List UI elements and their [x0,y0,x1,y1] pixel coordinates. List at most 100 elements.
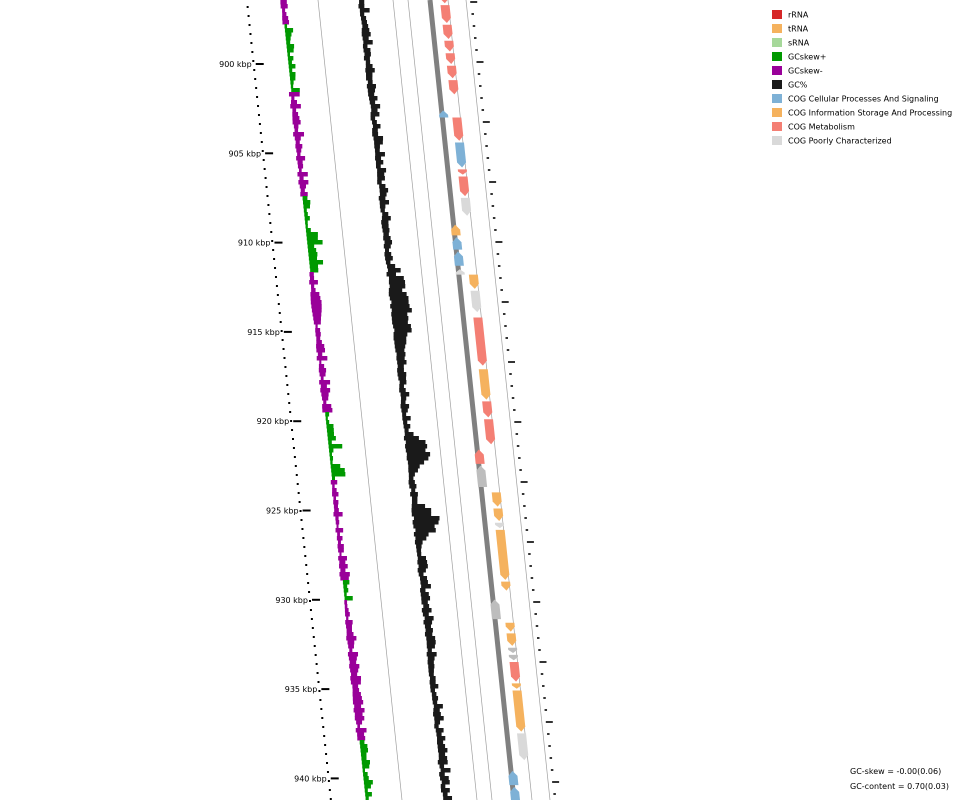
gc-skew-positive-bar [303,200,311,205]
gc-skew-negative-bar [353,708,365,713]
axis-dot [307,582,310,584]
gc-content-bar [440,776,449,781]
axis-dot [303,546,306,548]
gene-feature-36 [509,661,521,682]
gc-content-bar [418,564,428,569]
axis-dot [291,429,294,431]
gc-skew-positive-bar [289,68,293,73]
gc-skew-positive-bar [326,420,330,425]
gc-content-bar [417,560,428,565]
gc-content-bar [377,168,387,173]
gc-skew-negative-bar [313,316,322,321]
gc-skew-negative-bar [346,628,352,633]
gc-content-bar [362,24,369,29]
gc-content-bar [437,744,446,749]
gene-feature-31 [490,599,502,620]
gc-content-bar [380,208,385,213]
gc-skew-negative-bar [355,728,367,733]
gc-content-bar [387,268,401,273]
gc-skew-positive-bar [289,72,296,77]
gc-content-bar [439,772,445,777]
gc-content-bar [403,424,411,429]
gc-skew-positive-bar [287,56,294,61]
axis-dot [259,132,262,134]
gc-skew-negative-bar [282,20,290,25]
axis-dot [274,276,277,278]
gc-content-bar [360,12,365,17]
gc-content-bar [411,500,418,505]
legend-swatch [772,52,782,61]
axis-dot [252,60,255,62]
axis-dot [287,393,290,395]
gc-content-bar [433,712,441,717]
gc-content-bar [420,588,426,593]
axis-tick-label: 930 kbp [275,596,308,605]
gc-content-bar [440,784,446,789]
gc-skew-negative-bar [334,508,339,513]
gene-feature-26 [491,492,502,507]
gc-skew-negative-bar [318,364,325,369]
gc-content-bar [367,80,373,85]
axis-dot [288,402,291,404]
gc-content-stat: GC-content = 0.70(0.03) [850,782,949,791]
gc-skew-negative-bar [345,620,353,625]
guide-line-2 [407,0,493,800]
gc-content-bar [372,120,377,125]
axis-dot [315,663,318,665]
gc-content-bar [388,292,407,297]
gc-content-bar [408,476,414,481]
axis-dot [324,744,327,746]
axis-dot [328,789,331,791]
legend-swatch [772,38,782,47]
gene-feature-11 [457,169,468,175]
gc-skew-positive-bar [284,24,288,29]
gc-skew-negative-bar [280,4,288,9]
gc-skew-negative-bar [322,404,332,409]
gc-skew-negative-bar [354,716,365,721]
gc-content-bar [422,612,429,617]
gc-content-bar [363,48,371,53]
gc-skew-positive-bar [364,784,371,789]
gc-skew-positive-bar [327,436,336,441]
axis-dot [289,411,292,413]
gc-content-bar [428,664,435,669]
gc-content-bar [370,116,376,121]
gene-feature-33 [506,633,517,646]
axis-dot [291,438,294,440]
gene-feature-21 [478,369,491,400]
gc-skew-negative-bar [295,140,300,145]
gc-content-bar [432,696,439,701]
gc-skew-stat: GC-skew = -0.00(0.06) [850,767,941,776]
axis-dot [254,78,257,80]
gc-content-bar [391,300,409,305]
gc-content-bar [403,420,408,425]
gene-feature-2 [440,5,451,23]
gc-content-bar [429,680,436,685]
gc-skew-negative-bar [309,280,318,285]
gc-skew-positive-bar [360,748,369,753]
gene-feature-38 [512,690,526,732]
gc-skew-negative-bar [316,348,326,353]
axis-dot [275,285,278,287]
gc-skew-negative-bar [322,408,333,413]
legend-swatch [772,94,782,103]
axis-dot [305,564,308,566]
gc-skew-negative-bar [339,560,346,565]
gc-skew-positive-bar [331,468,345,473]
gc-content-bar [442,792,448,797]
gc-skew-negative-bar [321,392,329,397]
gc-skew-negative-bar [292,116,300,121]
gc-skew-negative-bar [354,704,362,709]
position-axis: 900 kbp 905 kbp 910 kbp 915 kbp 920 kbp 925 k… [219,6,339,800]
gc-content-bar [395,348,405,353]
gc-skew-negative-bar [340,568,346,573]
gc-content-bar [434,716,444,721]
gene-feature-4 [444,40,454,52]
axis-dot [286,384,289,386]
gc-content-bar [365,60,371,65]
axis-tick-label: 940 kbp [294,774,327,783]
gc-skew-negative-bar [315,332,321,337]
gc-content-bar [404,428,409,433]
gc-content-bar [416,544,422,549]
gc-content-bar [361,32,371,37]
